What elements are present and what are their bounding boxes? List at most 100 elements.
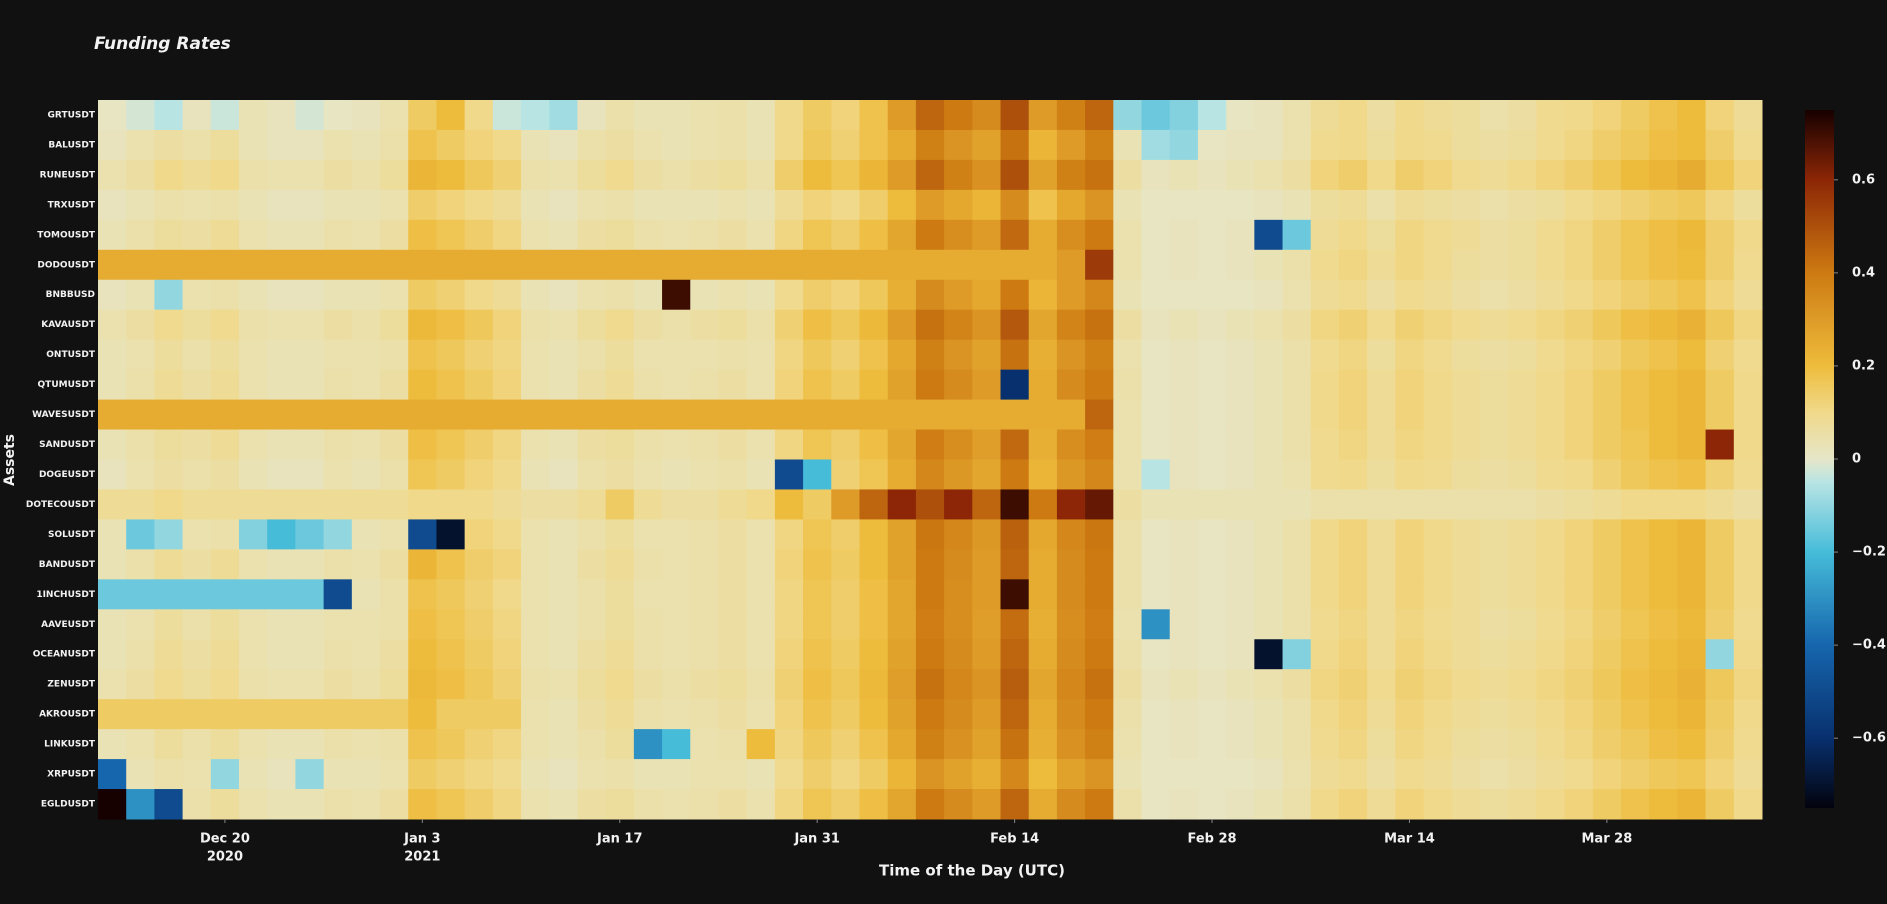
heatmap-cell <box>1508 579 1537 610</box>
heatmap-cell <box>690 489 719 520</box>
heatmap-cell <box>1649 159 1678 191</box>
colorbar-tick-label: −0.4 <box>1852 638 1886 653</box>
heatmap-cell <box>1592 429 1622 460</box>
heatmap-cell <box>1705 249 1735 281</box>
heatmap-cell <box>1733 549 1763 580</box>
heatmap-cell <box>436 279 466 311</box>
heatmap-cell <box>1395 669 1425 700</box>
heatmap-cell <box>323 279 353 311</box>
heatmap-cell <box>1338 489 1368 520</box>
heatmap-cell <box>1226 100 1255 131</box>
heatmap-cell <box>1423 279 1453 311</box>
heatmap-cell <box>887 100 917 131</box>
heatmap-cell <box>1169 459 1199 490</box>
heatmap-cell <box>1282 219 1312 251</box>
heatmap-cell <box>774 759 804 790</box>
heatmap-cell <box>1479 609 1509 640</box>
heatmap-cell <box>1705 429 1735 460</box>
heatmap-cell <box>633 549 663 580</box>
heatmap-cell <box>1056 489 1086 520</box>
heatmap-cell <box>633 219 663 251</box>
heatmap-cell <box>267 129 296 161</box>
heatmap-cell <box>210 729 240 760</box>
heatmap-cell <box>915 159 945 191</box>
heatmap-cell <box>1338 669 1368 700</box>
heatmap-cell <box>1000 729 1030 760</box>
heatmap-cell <box>633 579 663 610</box>
heatmap-cell <box>746 609 776 640</box>
heatmap-cell <box>662 219 691 251</box>
heatmap-cell <box>1705 579 1735 610</box>
heatmap-cell <box>972 489 1002 520</box>
heatmap-cell <box>831 579 860 610</box>
heatmap-cell <box>549 279 578 311</box>
heatmap-cell <box>1592 219 1622 251</box>
heatmap-cell <box>746 159 776 191</box>
heatmap-cell <box>351 189 381 221</box>
heatmap-cell <box>1141 489 1171 520</box>
heatmap-cell <box>915 309 945 341</box>
heatmap-cell <box>859 669 889 700</box>
heatmap-cell <box>182 189 212 221</box>
heatmap-cell <box>1113 489 1143 520</box>
heatmap-cell <box>1592 339 1622 371</box>
heatmap-cell <box>521 459 550 490</box>
heatmap-cell <box>1733 729 1763 760</box>
heatmap-cell <box>662 729 691 760</box>
heatmap-cell <box>887 459 917 490</box>
heatmap-cell <box>803 549 832 580</box>
heatmap-cell <box>521 699 550 730</box>
heatmap-cell <box>98 579 127 610</box>
heatmap-cell <box>126 579 155 610</box>
heatmap-cell <box>1056 279 1086 311</box>
heatmap-cell <box>662 429 691 460</box>
heatmap-cell <box>577 189 607 221</box>
heatmap-cell <box>1056 339 1086 371</box>
heatmap-cell <box>1197 549 1227 580</box>
heatmap-cell <box>351 399 381 431</box>
heatmap-cell <box>182 279 212 311</box>
heatmap-cell <box>1620 579 1650 610</box>
heatmap-cell <box>1141 100 1171 131</box>
heatmap-cell <box>1564 669 1594 700</box>
heatmap-cell <box>267 759 296 790</box>
heatmap-cell <box>98 189 127 221</box>
heatmap-cell <box>1564 159 1594 191</box>
heatmap-cell <box>972 609 1002 640</box>
heatmap-cell <box>1649 609 1678 640</box>
heatmap-cell <box>1310 489 1340 520</box>
heatmap-cell <box>1705 399 1735 431</box>
heatmap-cell <box>549 519 578 550</box>
heatmap-cell <box>746 579 776 610</box>
heatmap-cell <box>718 339 748 371</box>
heatmap-cell <box>1169 279 1199 311</box>
heatmap-cell <box>126 159 155 191</box>
heatmap-cell <box>323 789 353 820</box>
heatmap-cell <box>182 609 212 640</box>
heatmap-cell <box>972 369 1002 401</box>
heatmap-cell <box>521 519 550 550</box>
heatmap-cell <box>295 279 325 311</box>
heatmap-cell <box>1056 399 1086 431</box>
heatmap-cell <box>1677 699 1707 730</box>
heatmap-cell <box>1536 339 1566 371</box>
heatmap-cell <box>436 759 466 790</box>
heatmap-cell <box>210 699 240 730</box>
heatmap-cell <box>1028 309 1058 341</box>
heatmap-cell <box>831 699 860 730</box>
heatmap-cell <box>464 189 494 221</box>
heatmap-cell <box>633 669 663 700</box>
heatmap-cell <box>1423 189 1453 221</box>
heatmap-cell <box>887 309 917 341</box>
heatmap-cell <box>1677 609 1707 640</box>
heatmap-cell <box>1592 549 1622 580</box>
heatmap-cell <box>239 129 268 161</box>
heatmap-cell <box>577 309 607 341</box>
heatmap-cell <box>98 279 127 311</box>
heatmap-cell <box>351 759 381 790</box>
heatmap-cell <box>774 609 804 640</box>
heatmap-cell <box>351 219 381 251</box>
y-tick-label: WAVESUSDT <box>32 410 96 420</box>
heatmap-cell <box>1677 429 1707 460</box>
